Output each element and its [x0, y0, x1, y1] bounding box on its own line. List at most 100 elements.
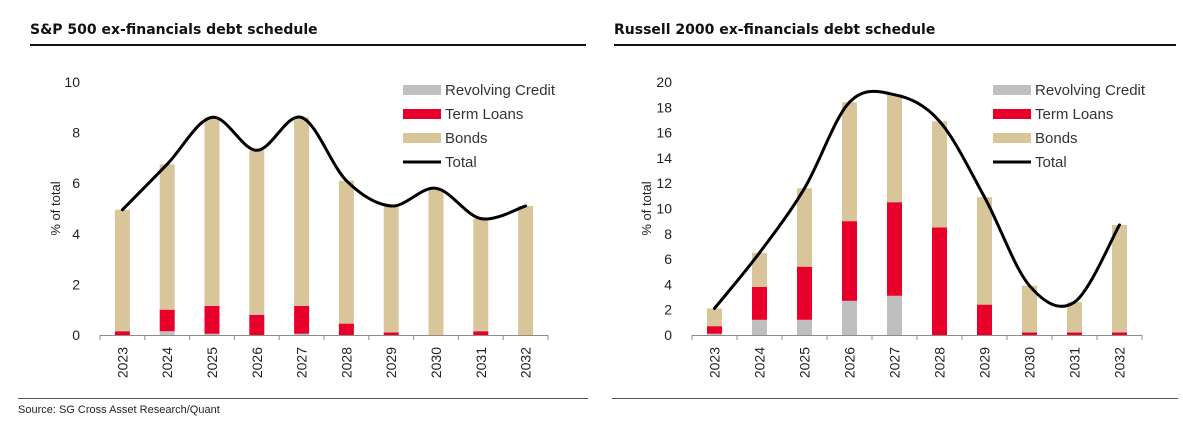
russell-bar-term-loans-2029 — [977, 304, 992, 335]
sp500-bar-bonds-2031 — [473, 218, 489, 332]
russell-y-tick-label: 18 — [656, 99, 672, 115]
russell-legend-label-total: Total — [1035, 154, 1067, 171]
russell-bar-revolving-credit-2025 — [797, 319, 812, 335]
russell-y-tick-label: 10 — [656, 201, 672, 217]
russell-bar-bonds-2023 — [707, 308, 722, 327]
sp500-y-axis-title: % of total — [48, 181, 63, 235]
sp500-chart: 0 2 4 6 8 10 % of total 2023 2024 2025 2026 2027 202… — [48, 74, 556, 378]
russell-legend-swatch-revolving-credit — [993, 85, 1031, 95]
sp500-y-tick-label: 2 — [72, 276, 80, 292]
right-bottom-rule — [612, 398, 1178, 399]
sp500-title-rule — [30, 44, 586, 46]
russell-y-tick-label: 8 — [664, 226, 672, 242]
russell-bar-bonds-2025 — [797, 188, 812, 267]
russell-bar-bonds-2032 — [1112, 224, 1127, 333]
sp500-x-tick-label-2032: 2032 — [518, 347, 534, 378]
russell-chart-title: Russell 2000 ex-financials debt schedule — [614, 22, 936, 38]
russell-bar-bonds-2026 — [842, 102, 857, 222]
sp500-legend-swatch-revolving-credit — [403, 85, 441, 95]
sp500-bar-term-loans-2031 — [473, 331, 489, 335]
russell-y-tick-label: 6 — [664, 251, 672, 267]
sp500-legend-label-revolving-credit: Revolving Credit — [445, 82, 556, 99]
sp500-x-tick-label-2023: 2023 — [114, 347, 130, 378]
russell-x-tick-label-2027: 2027 — [887, 347, 903, 378]
russell-y-tick-label: 20 — [656, 74, 672, 90]
russell-bar-bonds-2030 — [1022, 285, 1037, 333]
sp500-bar-term-loans-2025 — [204, 305, 220, 334]
sp500-bar-revolving-credit-2027 — [294, 333, 310, 335]
russell-x-tick-label-2031: 2031 — [1067, 347, 1083, 378]
source-note: Source: SG Cross Asset Research/Quant — [18, 404, 220, 416]
russell-x-tick-label-2025: 2025 — [797, 347, 813, 378]
russell-bar-revolving-credit-2023 — [707, 333, 722, 335]
russell-bar-bonds-2031 — [1067, 302, 1082, 333]
russell-y-tick-label: 14 — [656, 150, 672, 166]
sp500-bar-term-loans-2023 — [114, 331, 130, 335]
sp500-x-tick-label-2028: 2028 — [338, 347, 354, 378]
sp500-bar-term-loans-2024 — [159, 309, 175, 332]
russell-y-tick-label: 0 — [664, 327, 672, 343]
russell-bar-bonds-2024 — [752, 252, 767, 287]
sp500-x-tick-label-2026: 2026 — [249, 347, 265, 378]
russell-legend-swatch-term-loans — [993, 109, 1031, 119]
sp500-x-tick-label-2027: 2027 — [294, 347, 310, 378]
russell-legend-label-term-loans: Term Loans — [1035, 106, 1113, 123]
sp500-total-line — [120, 115, 528, 221]
russell-bar-term-loans-2032 — [1112, 332, 1127, 335]
russell-bar-revolving-credit-2024 — [752, 319, 767, 335]
sp500-bar-revolving-credit-2025 — [204, 333, 220, 335]
russell-bar-revolving-credit-2027 — [887, 295, 902, 335]
russell-total-line — [713, 89, 1121, 310]
sp500-chart-title: S&P 500 ex-financials debt schedule — [30, 22, 318, 38]
russell-bar-term-loans-2030 — [1022, 332, 1037, 335]
russell-x-tick-label-2030: 2030 — [1022, 347, 1038, 378]
sp500-y-tick-label: 8 — [72, 125, 80, 141]
russell-bar-bonds-2029 — [977, 197, 992, 305]
sp500-x-tick-label-2029: 2029 — [383, 347, 399, 378]
russell-bar-term-loans-2028 — [932, 227, 947, 335]
sp500-x-tick-label-2025: 2025 — [204, 347, 220, 378]
sp500-x-tick-label-2031: 2031 — [473, 347, 489, 378]
russell-y-tick-label: 2 — [664, 302, 672, 318]
russell-y-tick-label: 4 — [664, 276, 672, 292]
sp500-legend-swatch-term-loans — [403, 109, 441, 119]
sp500-bar-bonds-2030 — [428, 188, 444, 335]
sp500-bar-bonds-2027 — [294, 117, 310, 306]
sp500-legend-swatch-bonds — [403, 133, 441, 143]
sp500-bar-term-loans-2028 — [338, 323, 354, 335]
russell-x-tick-label-2024: 2024 — [752, 347, 768, 378]
russell-legend-swatch-bonds — [993, 133, 1031, 143]
russell-x-tick-label-2032: 2032 — [1112, 347, 1128, 378]
sp500-legend-label-bonds: Bonds — [445, 130, 488, 147]
sp500-bar-bonds-2024 — [159, 164, 175, 310]
sp500-y-tick-label: 0 — [72, 327, 80, 343]
sp500-bar-bonds-2028 — [338, 180, 354, 324]
sp500-bar-bonds-2032 — [518, 205, 534, 335]
russell-bar-bonds-2027 — [887, 94, 902, 203]
russell-legend-label-revolving-credit: Revolving Credit — [1035, 82, 1146, 99]
sp500-legend-label-term-loans: Term Loans — [445, 106, 523, 123]
russell-x-tick-label-2023: 2023 — [707, 347, 723, 378]
russell-legend-label-bonds: Bonds — [1035, 130, 1078, 147]
sp500-legend-label-total: Total — [445, 154, 477, 171]
russell-x-tick-label-2028: 2028 — [932, 347, 948, 378]
sp500-x-tick-label-2024: 2024 — [159, 347, 175, 378]
russell-y-tick-label: 12 — [656, 175, 672, 191]
sp500-bar-bonds-2029 — [383, 205, 399, 333]
russell-bar-revolving-credit-2026 — [842, 300, 857, 335]
sp500-bar-bonds-2023 — [114, 209, 130, 332]
russell-chart: 0 2 4 6 8 10 12 14 16 18 20 % of total 2023 2024 2025 2… — [639, 74, 1146, 378]
sp500-bar-bonds-2026 — [249, 150, 265, 315]
russell-x-tick-label-2029: 2029 — [977, 347, 993, 378]
sp500-bar-bonds-2025 — [204, 117, 220, 306]
russell-y-tick-label: 16 — [656, 125, 672, 141]
russell-bar-term-loans-2027 — [887, 202, 902, 296]
russell-x-tick-label-2026: 2026 — [842, 347, 858, 378]
russell-bar-term-loans-2026 — [842, 221, 857, 301]
sp500-bar-term-loans-2029 — [383, 332, 399, 335]
russell-bar-term-loans-2025 — [797, 266, 812, 320]
sp500-y-tick-label: 4 — [72, 226, 80, 242]
russell-y-axis-title: % of total — [639, 181, 654, 235]
russell-title-rule — [614, 44, 1176, 46]
